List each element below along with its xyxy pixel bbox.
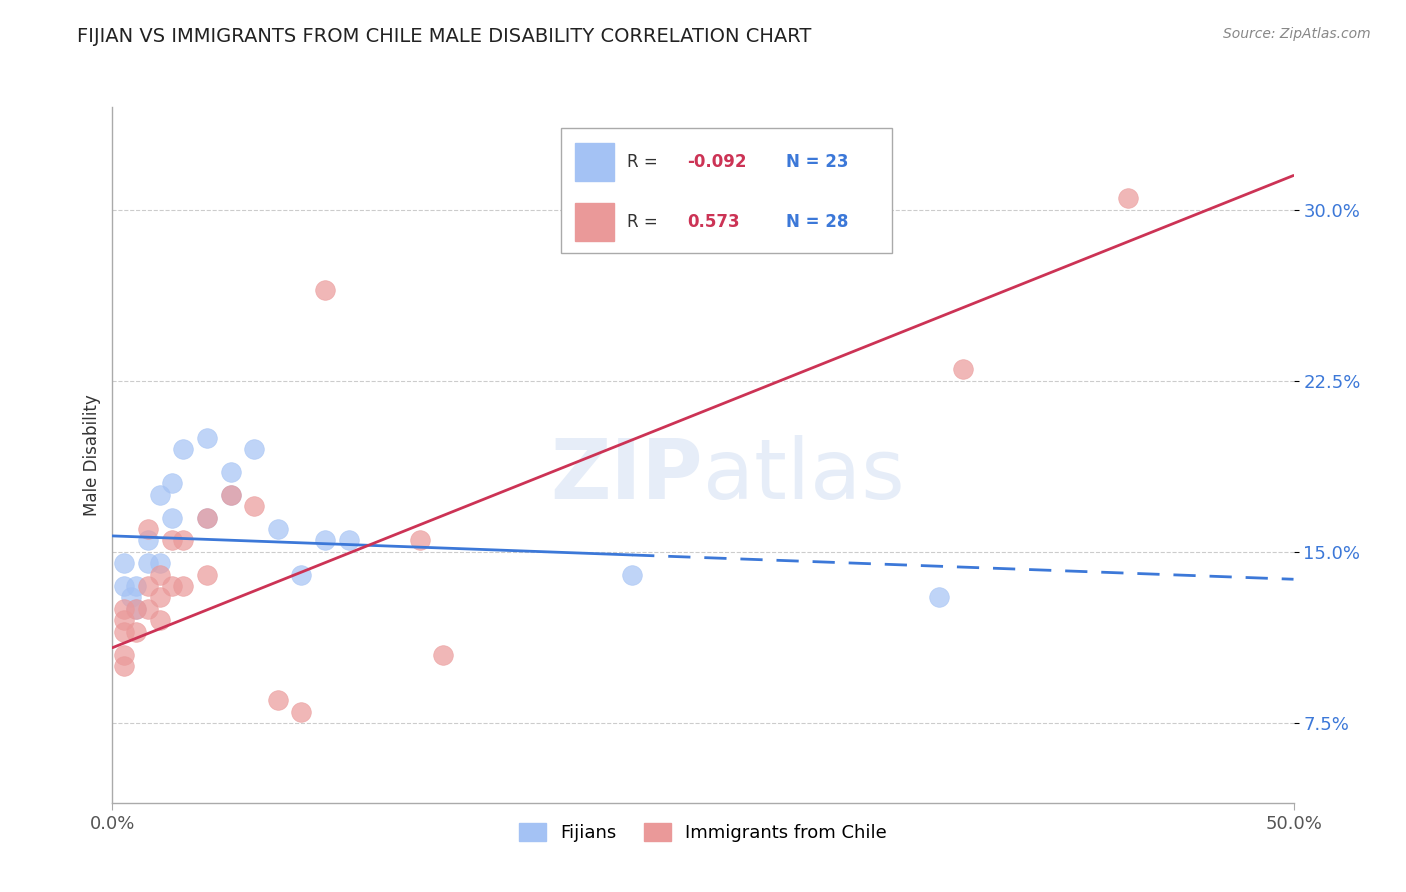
Point (928, 591, 950, 605)
Point (149, 613, 172, 627)
Point (125, 602, 148, 616)
Point (160, 510, 183, 524)
Point (149, 567, 172, 582)
Point (290, 567, 312, 582)
Point (952, 362, 974, 376)
Text: FIJIAN VS IMMIGRANTS FROM CHILE MALE DISABILITY CORRELATION CHART: FIJIAN VS IMMIGRANTS FROM CHILE MALE DIS… (77, 27, 811, 45)
Point (136, 533, 159, 548)
Point (267, 522, 290, 536)
Y-axis label: Male Disability: Male Disability (83, 394, 101, 516)
Point (125, 602, 148, 616)
Point (195, 431, 218, 445)
Point (136, 602, 159, 616)
Point (149, 488, 172, 502)
Point (160, 476, 183, 491)
Point (195, 510, 218, 524)
Point (160, 579, 183, 593)
Text: Source: ZipAtlas.com: Source: ZipAtlas.com (1223, 27, 1371, 41)
Point (172, 579, 194, 593)
Point (136, 556, 159, 570)
Point (267, 693, 290, 707)
Point (112, 579, 135, 593)
Point (219, 465, 242, 479)
Point (172, 533, 194, 548)
Point (149, 591, 172, 605)
Point (195, 510, 218, 524)
Point (120, 591, 142, 605)
Point (112, 556, 135, 570)
Point (314, 283, 336, 297)
Point (195, 567, 218, 582)
Point (219, 488, 242, 502)
Point (1116, 191, 1139, 205)
Point (337, 533, 360, 548)
Point (243, 500, 266, 514)
Point (621, 567, 644, 582)
Point (112, 624, 135, 639)
Point (219, 488, 242, 502)
Text: ZIP: ZIP (551, 435, 703, 516)
Point (172, 442, 194, 457)
Text: atlas: atlas (703, 435, 904, 516)
Legend: Fijians, Immigrants from Chile: Fijians, Immigrants from Chile (512, 815, 894, 849)
Point (112, 659, 135, 673)
Point (432, 648, 454, 662)
Point (149, 556, 172, 570)
Point (125, 579, 148, 593)
Point (160, 533, 183, 548)
Point (136, 579, 159, 593)
Point (112, 602, 135, 616)
Point (112, 648, 135, 662)
Point (290, 705, 312, 719)
Point (243, 442, 266, 457)
Point (136, 522, 159, 536)
Point (125, 624, 148, 639)
Point (408, 533, 430, 548)
Point (112, 613, 135, 627)
Point (314, 533, 336, 548)
